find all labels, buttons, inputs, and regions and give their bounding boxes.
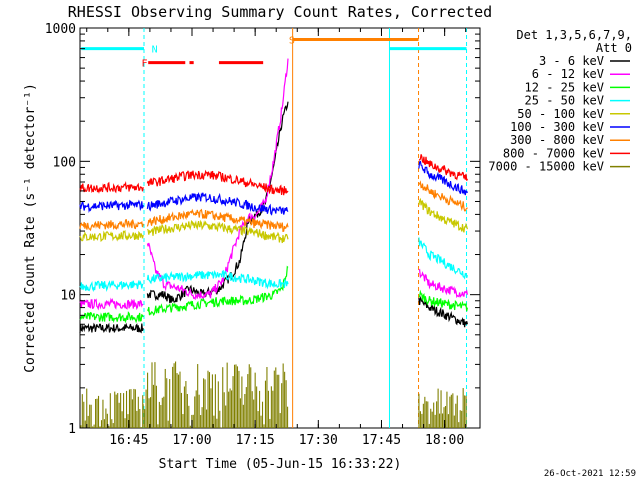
series-line xyxy=(79,280,144,293)
series-line xyxy=(146,191,289,216)
y-tick-label: 10 xyxy=(60,289,76,304)
x-tick-label: 17:30 xyxy=(299,433,338,448)
series-7 xyxy=(79,180,468,233)
legend-entry-label: 12 - 25 keV xyxy=(525,80,604,94)
plot-area: NF S 16:45 17:00 17:15 17:30 17:45 18:00 1 10 100… xyxy=(45,22,481,448)
legend-header-line2: Att 0 xyxy=(596,41,632,55)
legend-entry-label: 50 - 100 keV xyxy=(517,107,604,121)
legend-header-line1: Det 1,3,5,6,7,9, xyxy=(516,28,632,42)
x-tick-label: 17:00 xyxy=(172,433,211,448)
annotation-label: S xyxy=(289,35,295,46)
series-line xyxy=(418,160,468,196)
series-6 xyxy=(79,160,468,216)
x-tick-label: 17:15 xyxy=(236,433,275,448)
series-line xyxy=(79,219,144,232)
series-line xyxy=(418,295,468,328)
series-line xyxy=(147,219,289,244)
series-line xyxy=(79,199,144,213)
series-line xyxy=(146,269,289,290)
series-high-energy-spikes xyxy=(80,361,467,428)
x-tick-label: 17:45 xyxy=(362,433,401,448)
legend-entry-label: 100 - 300 keV xyxy=(510,120,604,134)
series-line xyxy=(418,197,468,233)
series-line xyxy=(79,229,144,243)
series-line xyxy=(418,154,468,181)
series-line xyxy=(146,58,289,301)
x-tick-label: 18:00 xyxy=(425,433,464,448)
series-line xyxy=(146,169,289,196)
series-1 xyxy=(79,101,468,334)
legend-entry-label: 800 - 7000 keV xyxy=(503,146,604,160)
legend-entry-label: 6 - 12 keV xyxy=(532,67,604,81)
y-axis-label: Corrected Count Rate (s⁻¹ detector⁻¹) xyxy=(23,83,38,373)
series-line xyxy=(146,265,289,317)
legend-entry-label: 3 - 6 keV xyxy=(539,54,604,68)
annotation-label: F xyxy=(141,59,147,70)
legend-entry-label: 7000 - 15000 keV xyxy=(488,160,604,174)
y-tick-label: 1 xyxy=(68,422,76,437)
y-tick-label: 100 xyxy=(53,155,76,170)
series-2 xyxy=(79,58,468,311)
series-line xyxy=(79,181,144,194)
legend-entry-label: 300 - 800 keV xyxy=(510,133,604,147)
series-line xyxy=(418,268,468,299)
x-tick-label: 16:45 xyxy=(109,433,148,448)
series-line xyxy=(418,180,468,212)
series-4 xyxy=(79,237,468,293)
x-axis-label: Start Time (05-Jun-15 16:33:22) xyxy=(159,457,402,472)
series-3 xyxy=(79,265,468,324)
series-line xyxy=(79,322,144,334)
series-line xyxy=(418,237,468,280)
y-tick-label: 1000 xyxy=(45,22,76,37)
footer-date: 26-Oct-2021 12:59 xyxy=(544,469,636,479)
series-line xyxy=(79,311,144,324)
series-line xyxy=(79,297,144,311)
series-line xyxy=(146,208,289,233)
series-line xyxy=(418,289,468,312)
legend-entry-label: 25 - 50 keV xyxy=(525,94,604,108)
series-8 xyxy=(79,154,468,196)
chart-title: RHESSI Observing Summary Count Rates, Co… xyxy=(68,3,492,21)
annotation-label: N xyxy=(152,45,158,56)
series-5 xyxy=(79,197,468,244)
